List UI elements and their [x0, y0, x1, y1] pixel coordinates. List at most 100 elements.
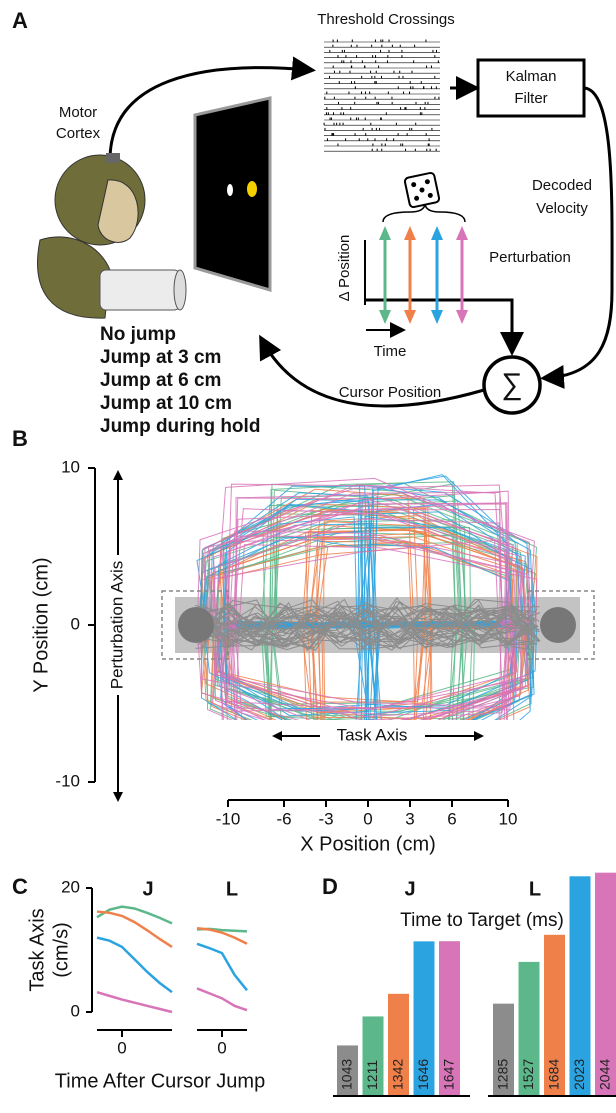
monkey — [37, 153, 187, 319]
delta-position-label: Δ Position — [336, 235, 353, 302]
value-label: 1211 — [364, 1060, 380, 1090]
arrow — [365, 298, 524, 356]
trajectory — [199, 599, 539, 648]
y-tick-label: 20 — [61, 877, 80, 896]
x-tick-label: 0 — [363, 809, 372, 828]
sum-node — [482, 355, 542, 415]
velocity-label: Decoded — [532, 177, 592, 194]
raster — [323, 39, 440, 152]
trajectory — [201, 544, 508, 629]
diagram-shapes — [37, 38, 614, 415]
velocity-label: Velocity — [536, 200, 588, 217]
trajectory — [214, 477, 530, 629]
x-tick-label: 3 — [405, 809, 414, 828]
target-window — [527, 590, 595, 660]
y-axis-title: (cm/s) — [50, 922, 72, 978]
value-label: 1342 — [390, 1059, 406, 1090]
series-line — [96, 936, 173, 994]
value-label: 1527 — [520, 1059, 536, 1090]
bar — [493, 1003, 514, 1096]
trajectory — [198, 601, 536, 649]
trajectory — [198, 607, 537, 647]
x-tick-label: 6 — [447, 809, 456, 828]
task-axis-label: Task Axis — [337, 725, 408, 744]
legend-entry: Jump at 6 cm — [100, 370, 221, 391]
raster-title: Threshold Crossings — [317, 11, 455, 28]
time-label: Time — [374, 343, 407, 360]
cursor-label: Cursor Position — [339, 384, 442, 401]
trajectory — [228, 535, 528, 627]
panel-label: A — [12, 8, 28, 33]
series-line — [196, 942, 248, 992]
series-line — [96, 905, 173, 925]
x-tick-label: 10 — [499, 809, 518, 828]
chart-title: Time to Target (ms) — [400, 910, 564, 931]
x-axis-title: Time After Cursor Jump — [55, 1070, 265, 1092]
y-axis-title: Y Position (cm) — [30, 557, 52, 692]
y-tick-label: 10 — [61, 457, 80, 476]
subplot-title: L — [226, 878, 238, 900]
kalman-label: Kalman — [506, 68, 557, 85]
arrow — [108, 56, 316, 161]
trajectory — [194, 606, 540, 648]
arrow — [540, 86, 614, 389]
trajectory — [197, 604, 533, 637]
label-bg — [325, 725, 420, 747]
bar — [362, 1016, 384, 1096]
trajectory — [199, 608, 540, 642]
bar — [518, 961, 540, 1096]
value-label: 2044 — [597, 1059, 613, 1090]
panel-label: D — [322, 874, 338, 899]
legend-entry: No jump — [100, 324, 176, 345]
value-label: 2023 — [571, 1059, 587, 1090]
value-label: 1647 — [441, 1059, 457, 1090]
trajectory — [202, 604, 534, 650]
trajectories — [175, 474, 580, 720]
panel-label: B — [12, 426, 28, 451]
trajectory — [223, 623, 524, 720]
target-window — [161, 590, 229, 660]
y-axis-title: Task Axis — [26, 908, 48, 991]
trajectory — [206, 535, 508, 630]
target — [178, 607, 214, 643]
perturbation-axis-label: Perturbation Axis — [107, 561, 126, 690]
screen-target — [247, 181, 257, 197]
label-bg — [108, 560, 130, 690]
value-label: 1684 — [546, 1059, 562, 1090]
x-axis-title: X Position (cm) — [300, 833, 436, 855]
trajectory — [202, 508, 508, 628]
y-tick-label: 0 — [71, 614, 80, 633]
trajectory — [229, 512, 517, 630]
trajectory — [204, 600, 534, 646]
trajectory — [195, 604, 537, 649]
sum-label: ∑ — [501, 368, 522, 401]
bar — [388, 993, 409, 1096]
subplot-title: J — [404, 878, 415, 900]
bar — [413, 941, 435, 1096]
subplot-title: J — [142, 878, 153, 900]
kalman-label: Filter — [514, 90, 547, 107]
series-line — [96, 910, 173, 948]
trajectory — [201, 602, 535, 649]
trajectory — [212, 627, 511, 720]
x-tick-label: 0 — [217, 1038, 226, 1057]
bar — [544, 934, 565, 1096]
series-line — [96, 990, 173, 1014]
target — [540, 607, 576, 643]
subplot-title: L — [529, 878, 541, 900]
value-label: 1646 — [415, 1059, 431, 1090]
series-line — [196, 987, 248, 1012]
screen-dot — [227, 184, 233, 196]
y-tick-label: -10 — [55, 771, 80, 790]
value-label: 1285 — [495, 1059, 511, 1090]
legend-entry: Jump during hold — [100, 416, 260, 437]
x-tick-label: -3 — [318, 809, 333, 828]
trajectory — [220, 490, 511, 628]
value-label: 1043 — [339, 1059, 355, 1090]
panel-label: C — [12, 874, 28, 899]
raster-box — [322, 38, 442, 156]
cortex-label: Cortex — [56, 125, 101, 142]
y-tick-label: 0 — [71, 1001, 80, 1020]
bar — [439, 941, 460, 1096]
trajectory — [228, 530, 523, 629]
